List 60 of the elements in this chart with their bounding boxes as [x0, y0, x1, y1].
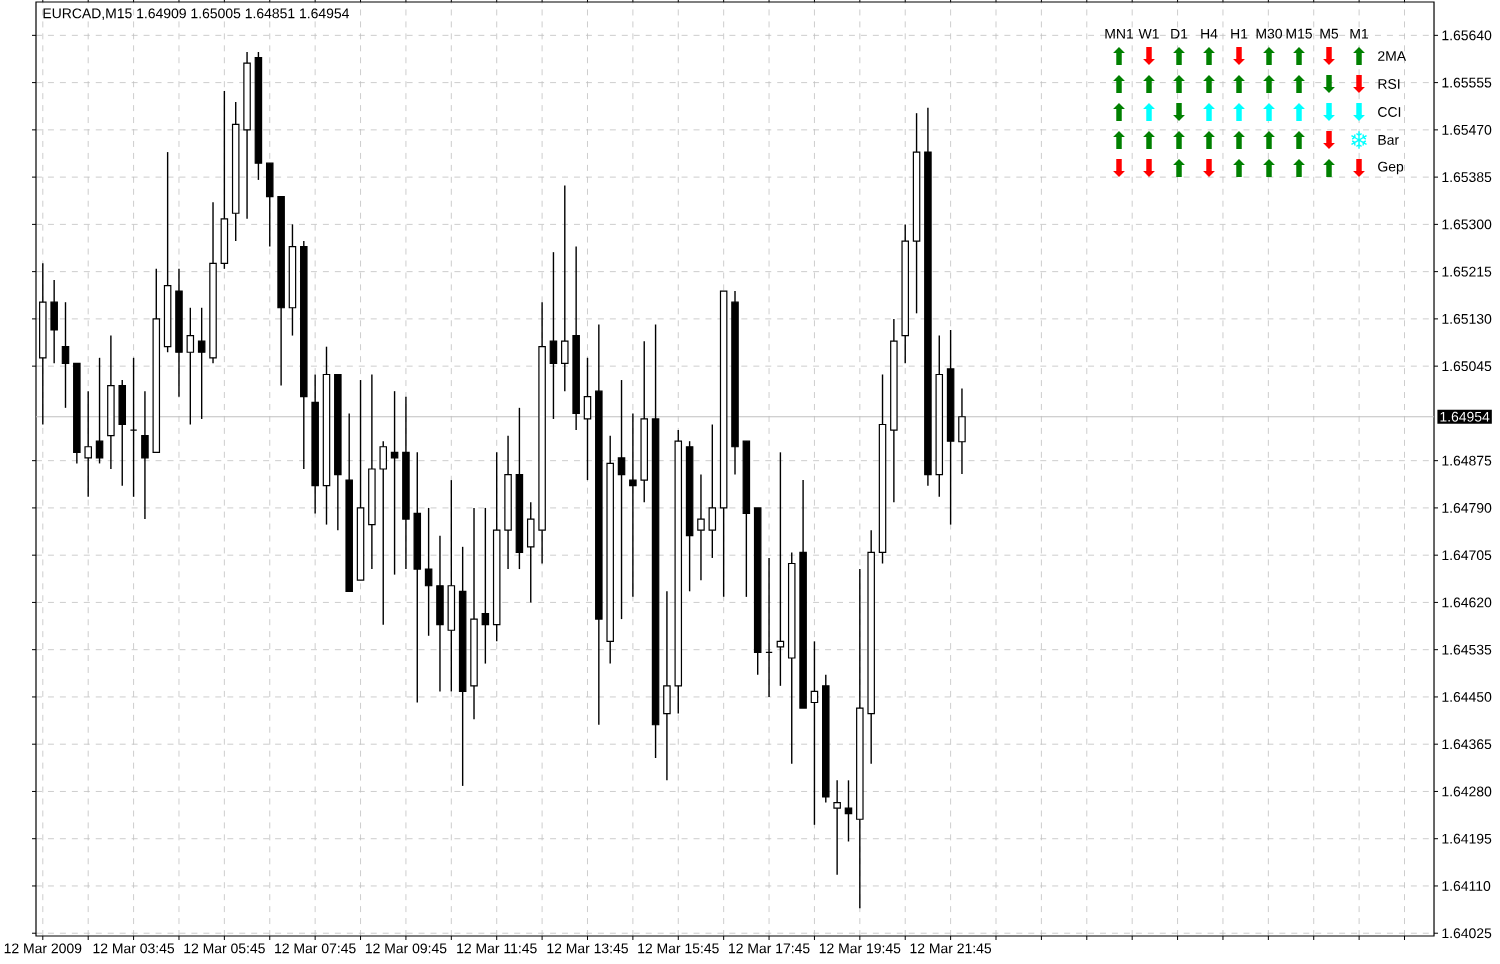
candlestick — [95, 357, 104, 465]
text: ⬇ — [1323, 102, 1335, 121]
candlestick — [583, 357, 592, 481]
text: ⬇ — [1113, 158, 1125, 177]
candlestick — [390, 390, 399, 576]
text: ⬆ — [1203, 74, 1215, 93]
text: ⬆ — [1113, 130, 1125, 149]
candlestick — [833, 779, 841, 876]
candlestick — [958, 387, 966, 475]
text: ⬇ — [1173, 102, 1185, 121]
text: ⬆ — [1263, 74, 1275, 93]
text: ⬆ — [1173, 130, 1185, 149]
candlestick — [129, 357, 138, 498]
text: ⬇ — [1353, 102, 1365, 121]
text: ⬆ — [1143, 74, 1155, 93]
text: ⬆ — [1293, 158, 1305, 177]
candlestick — [424, 507, 433, 637]
text: ⬆ — [1173, 74, 1185, 93]
text: ⬆ — [1293, 46, 1305, 65]
text: ⬆ — [1263, 46, 1275, 65]
text: ⬆ — [1233, 158, 1245, 177]
text: ⬆ — [1263, 130, 1275, 149]
text: ⬆ — [1113, 74, 1125, 93]
candlestick — [810, 640, 819, 826]
candlestick — [549, 251, 558, 420]
text: ⬆ — [1233, 102, 1245, 121]
text: ⬆ — [1203, 130, 1215, 149]
text: ⬇ — [1323, 46, 1335, 65]
text: ⬆ — [1113, 102, 1125, 121]
text: ⬆ — [1293, 102, 1305, 121]
candlestick — [220, 90, 229, 270]
text: ⬆ — [1173, 158, 1185, 177]
text: ⬇ — [1233, 46, 1245, 65]
text: ⬆ — [1293, 130, 1305, 149]
text: ⬆ — [1203, 102, 1215, 121]
text: ⬆ — [1263, 102, 1275, 121]
text: ⬆ — [1113, 46, 1125, 65]
text: ⬆ — [1173, 46, 1185, 65]
candlestick — [481, 507, 490, 665]
candlestick — [844, 779, 853, 843]
candlestick — [776, 451, 785, 687]
text: ⬆ — [1323, 158, 1335, 177]
text: ❄ — [1351, 131, 1367, 149]
candlestick — [617, 379, 626, 620]
text: ⬆ — [1263, 158, 1275, 177]
text: ⬆ — [1143, 102, 1155, 121]
text: ⬇ — [1353, 158, 1365, 177]
text: ⬆ — [1353, 46, 1365, 65]
text: ⬆ — [1233, 74, 1245, 93]
text: ⬆ — [1293, 74, 1305, 93]
text: ⬇ — [1143, 158, 1155, 177]
text: ⬆ — [1203, 46, 1215, 65]
text: ⬇ — [1353, 74, 1365, 93]
text: ⬇ — [1143, 46, 1155, 65]
text: ⬇ — [1323, 130, 1335, 149]
text: ⬆ — [1233, 130, 1245, 149]
text: ⬆ — [1143, 130, 1155, 149]
text: ⬇ — [1323, 74, 1335, 93]
text: ⬇ — [1203, 158, 1215, 177]
candlestick — [61, 301, 70, 409]
